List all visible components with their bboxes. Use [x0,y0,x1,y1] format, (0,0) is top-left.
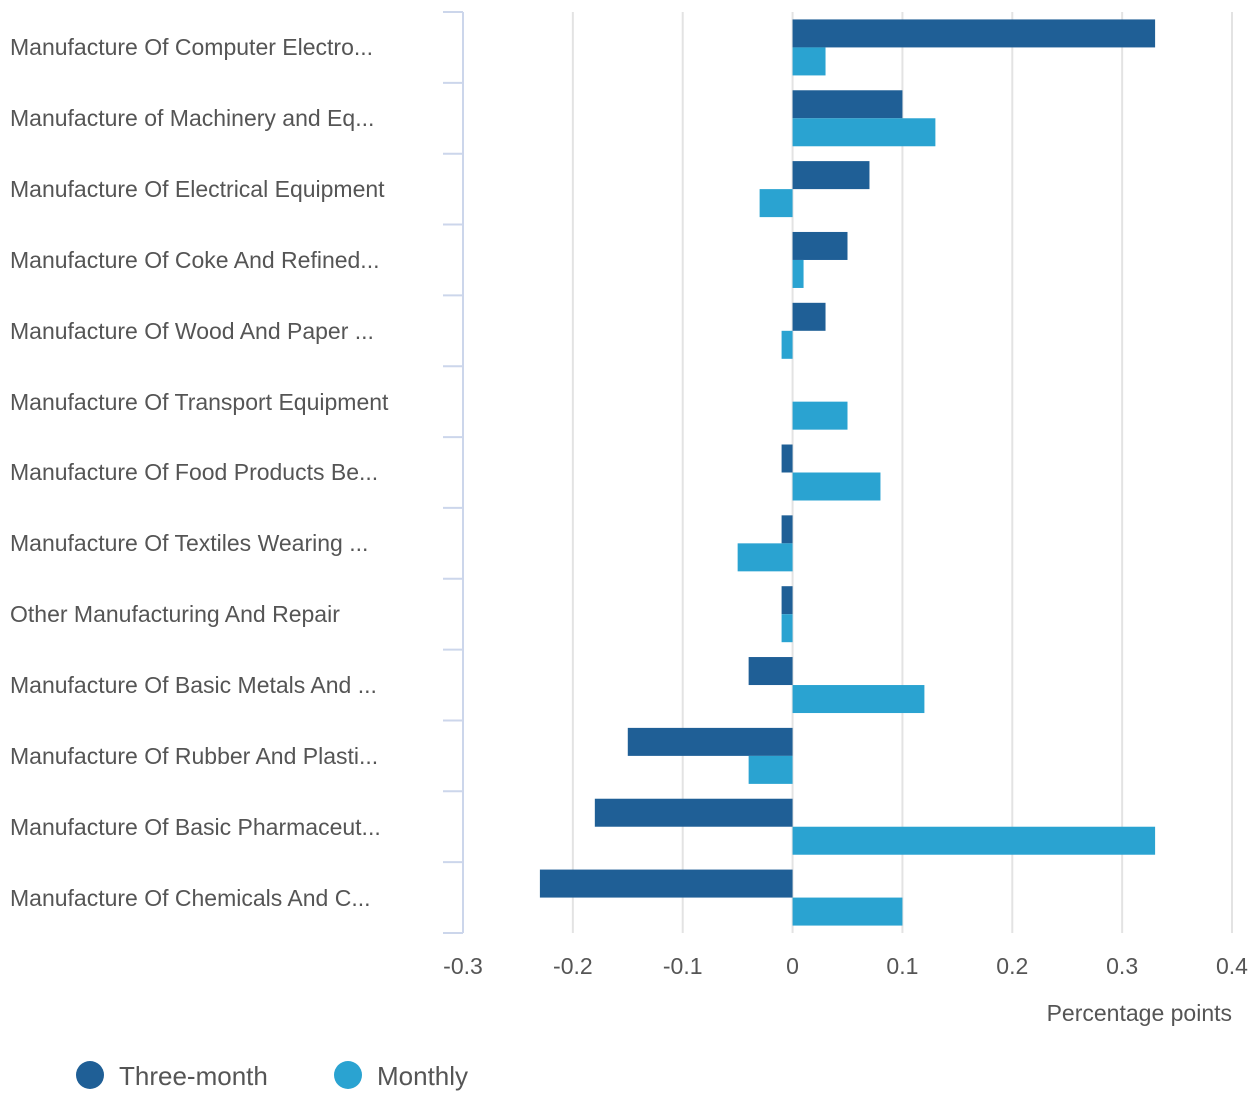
bar [792,826,1156,855]
legend-marker [76,1061,104,1089]
bar [627,727,793,756]
bar [792,161,870,190]
y-tick-text: Manufacture Of Rubber And Plasti... [10,742,379,769]
legend-label: Three-month [119,1061,268,1091]
y-tick-text: Manufacture Of Textiles Wearing ... [10,530,369,557]
bar [737,543,793,572]
y-tick-label: Manufacture Of Electrical Equipment [10,154,435,225]
bar [792,401,848,430]
y-tick-label: Manufacture Of Wood And Paper ... [10,295,435,366]
y-tick-text: Manufacture Of Basic Pharmaceut... [10,813,381,840]
y-tick-text: Manufacture Of Chemicals And C... [10,884,371,911]
y-tick-label: Manufacture Of Rubber And Plasti... [10,720,435,791]
bar [539,869,793,898]
x-tick-label: -0.1 [663,953,703,979]
y-tick-label: Manufacture Of Chemicals And C... [10,862,435,933]
y-tick-label: Manufacture of Machinery and Eq... [10,83,435,154]
y-tick-text: Manufacture Of Wood And Paper ... [10,317,374,344]
bar [781,444,793,473]
y-tick-text: Manufacture Of Transport Equipment [10,388,389,415]
bar [781,614,793,643]
y-tick-text: Manufacture Of Computer Electro... [10,34,374,61]
bar [792,118,936,147]
y-tick-label: Manufacture Of Basic Pharmaceut... [10,791,435,862]
legend-marker [334,1061,362,1089]
bar [792,90,903,119]
y-tick-label: Manufacture Of Food Products Be... [10,437,435,508]
bar [792,47,826,76]
x-tick-label: 0 [786,953,799,979]
bar [594,798,793,827]
bar [759,189,793,218]
x-tick-label: 0.3 [1106,953,1138,979]
bar [792,259,804,288]
x-tick-label: -0.3 [443,953,483,979]
bar [748,755,793,784]
bar [781,330,793,359]
x-tick-label: -0.2 [553,953,593,979]
y-tick-label: Manufacture Of Textiles Wearing ... [10,508,435,579]
bar [792,897,903,926]
x-tick-label: 0.4 [1216,953,1248,979]
bar [792,302,826,331]
y-tick-label: Manufacture Of Basic Metals And ... [10,650,435,721]
y-tick-text: Manufacture Of Food Products Be... [10,459,379,486]
bar [792,472,881,501]
y-tick-text: Other Manufacturing And Repair [10,601,340,628]
bar [792,19,1156,48]
y-tick-text: Manufacture of Machinery and Eq... [10,105,375,132]
bar [748,657,793,686]
legend-label: Monthly [377,1061,468,1091]
y-tick-label: Manufacture Of Transport Equipment [10,366,435,437]
y-tick-text: Manufacture Of Basic Metals And ... [10,672,377,699]
bar [792,231,848,260]
bar [781,586,793,615]
x-tick-label: 0.1 [886,953,918,979]
y-tick-label: Other Manufacturing And Repair [10,579,435,650]
x-tick-label: 0.2 [996,953,1028,979]
bar [792,685,925,714]
y-tick-label: Manufacture Of Coke And Refined... [10,225,435,296]
y-tick-text: Manufacture Of Electrical Equipment [10,176,385,203]
y-tick-label: Manufacture Of Computer Electro... [10,12,435,83]
y-tick-text: Manufacture Of Coke And Refined... [10,246,380,273]
x-axis-title: Percentage points [1047,1000,1232,1026]
bar [781,515,793,544]
